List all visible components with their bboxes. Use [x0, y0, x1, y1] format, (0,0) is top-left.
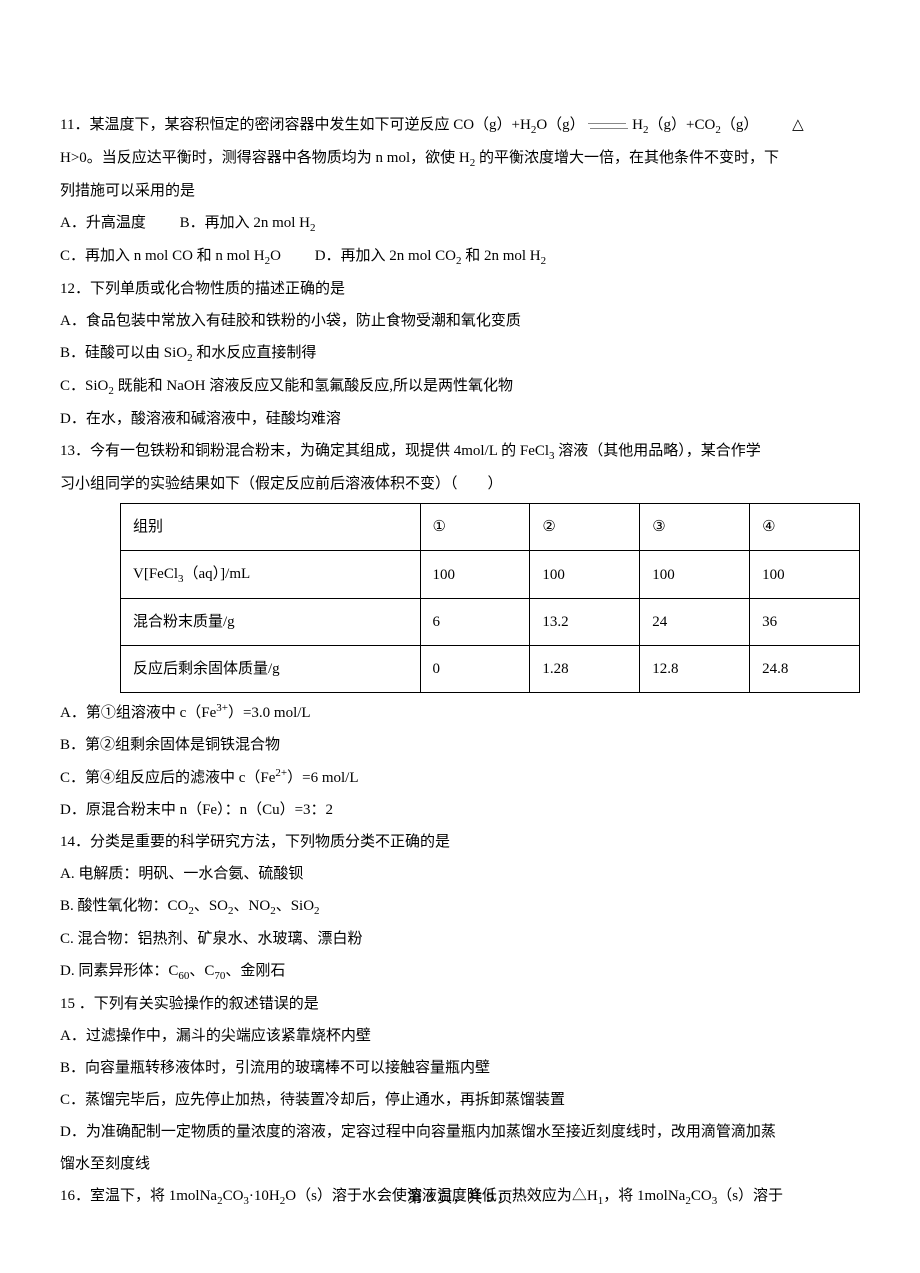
table-row: V[FeCl3（aq）]/mL 100 100 100 100 [121, 551, 860, 599]
q14-option-d: D. 同素异形体：C60、C70、金刚石 [60, 956, 860, 987]
table-cell: 100 [640, 551, 750, 599]
table-cell: 24.8 [750, 646, 860, 693]
table-cell: V[FeCl3（aq）]/mL [121, 551, 421, 599]
table-cell: ② [530, 504, 640, 551]
text: （g） [721, 117, 759, 133]
q15-stem: 15 ．下列有关实验操作的叙述错误的是 [60, 989, 860, 1019]
q11-options-ab: A．升高温度 B．再加入 2n mol H2 [60, 208, 860, 239]
q11-option-a: A．升高温度 [60, 215, 146, 231]
table-row: 反应后剩余固体质量/g 0 1.28 12.8 24.8 [121, 646, 860, 693]
q13-option-c: C．第④组反应后的滤液中 c（Fe2+）=6 mol/L [60, 762, 860, 793]
delta: △ [792, 117, 804, 133]
table-cell: ③ [640, 504, 750, 551]
table-row: 混合粉末质量/g 6 13.2 24 36 [121, 599, 860, 646]
table-cell: 反应后剩余固体质量/g [121, 646, 421, 693]
q12-stem: 12．下列单质或化合物性质的描述正确的是 [60, 274, 860, 304]
q12-option-a: A．食品包装中常放入有硅胶和铁粉的小袋，防止食物受潮和氧化变质 [60, 306, 860, 336]
table-cell: 1.28 [530, 646, 640, 693]
q13-stem-line1: 13．今有一包铁粉和铜粉混合粉末，为确定其组成，现提供 4mol/L 的 FeC… [60, 436, 860, 467]
table-cell: 混合粉末质量/g [121, 599, 421, 646]
table-cell: 100 [750, 551, 860, 599]
table-cell: 100 [420, 551, 530, 599]
text: 11．某温度下，某容积恒定的密闭容器中发生如下可逆反应 CO（g）+H [60, 117, 531, 133]
table-cell: 24 [640, 599, 750, 646]
q11-options-cd: C．再加入 n mol CO 和 n mol H2O D．再加入 2n mol … [60, 241, 860, 272]
q13-option-a: A．第①组溶液中 c（Fe3+）=3.0 mol/L [60, 697, 860, 728]
q14-stem: 14．分类是重要的科学研究方法，下列物质分类不正确的是 [60, 827, 860, 857]
text: （g）+CO [649, 117, 716, 133]
q13-option-b: B．第②组剩余固体是铜铁混合物 [60, 730, 860, 760]
q11-option-b: B．再加入 2n mol H2 [180, 215, 316, 231]
q15-option-d-line1: D．为准确配制一定物质的量浓度的溶液，定容过程中向容量瓶内加蒸馏水至接近刻度线时… [60, 1117, 860, 1147]
q11-stem-line1: 11．某温度下，某容积恒定的密闭容器中发生如下可逆反应 CO（g）+H2O（g）… [60, 110, 860, 141]
table-cell: ④ [750, 504, 860, 551]
q13-stem-line2: 习小组同学的实验结果如下（假定反应前后溶液体积不变）（ ） [60, 469, 860, 499]
page-footer: 第 3 页，共 9 页 [0, 1183, 920, 1213]
q15-option-a: A．过滤操作中，漏斗的尖端应该紧靠烧杯内壁 [60, 1021, 860, 1051]
q14-option-a: A. 电解质：明矾、一水合氨、硫酸钡 [60, 859, 860, 889]
q15-option-b: B．向容量瓶转移液体时，引流用的玻璃棒不可以接触容量瓶内壁 [60, 1053, 860, 1083]
q13-table: 组别 ① ② ③ ④ V[FeCl3（aq）]/mL 100 100 100 1… [120, 503, 860, 693]
table-cell: 0 [420, 646, 530, 693]
text: H>0。当反应达平衡时，测得容器中各物质均为 n mol，欲使 H [60, 150, 470, 166]
q12-option-d: D．在水，酸溶液和碱溶液中，硅酸均难溶 [60, 404, 860, 434]
table-cell: 6 [420, 599, 530, 646]
table-cell: 组别 [121, 504, 421, 551]
table-cell: 36 [750, 599, 860, 646]
text: 的平衡浓度增大一倍，在其他条件不变时，下 [475, 150, 779, 166]
table-cell: 12.8 [640, 646, 750, 693]
table-cell: 13.2 [530, 599, 640, 646]
table-cell: ① [420, 504, 530, 551]
q11-option-c: C．再加入 n mol CO 和 n mol H2O [60, 248, 281, 264]
table-cell: 100 [530, 551, 640, 599]
q12-option-c: C．SiO2 既能和 NaOH 溶液反应又能和氢氟酸反应,所以是两性氧化物 [60, 371, 860, 402]
q11-stem-line3: 列措施可以采用的是 [60, 176, 860, 206]
q15-option-c: C．蒸馏完毕后，应先停止加热，待装置冷却后，停止通水，再拆卸蒸馏装置 [60, 1085, 860, 1115]
q11-stem-line2: H>0。当反应达平衡时，测得容器中各物质均为 n mol，欲使 H2 的平衡浓度… [60, 143, 860, 174]
q11-option-d: D．再加入 2n mol CO2 和 2n mol H2 [315, 248, 546, 264]
text: O（g） [536, 117, 584, 133]
q14-option-b: B. 酸性氧化物：CO2、SO2、NO2、SiO2 [60, 891, 860, 922]
q12-option-b: B．硅酸可以由 SiO2 和水反应直接制得 [60, 338, 860, 369]
table-row: 组别 ① ② ③ ④ [121, 504, 860, 551]
equilibrium-arrow-icon [588, 121, 628, 131]
q15-option-d-line2: 馏水至刻度线 [60, 1149, 860, 1179]
q14-option-c: C. 混合物：铝热剂、矿泉水、水玻璃、漂白粉 [60, 924, 860, 954]
q13-option-d: D．原混合粉末中 n（Fe）：n（Cu）=3：2 [60, 795, 860, 825]
text: H [632, 117, 643, 133]
